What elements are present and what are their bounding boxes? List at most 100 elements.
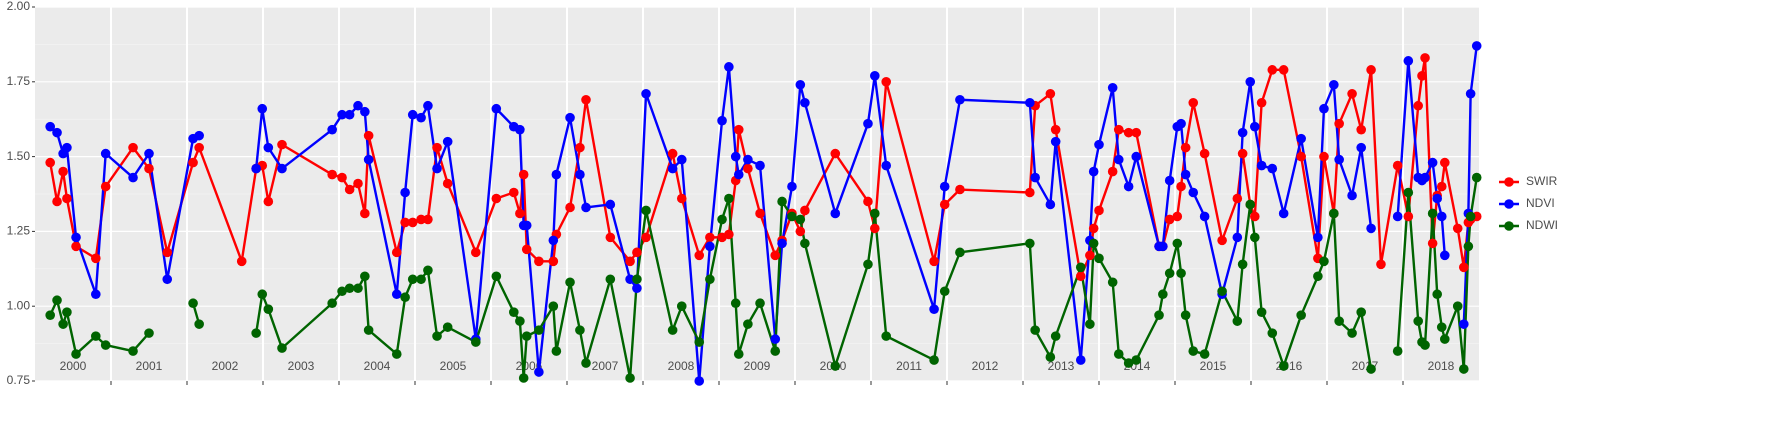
- data-point: [1427, 157, 1438, 168]
- data-point: [407, 274, 418, 285]
- data-point: [755, 208, 765, 219]
- data-point: [45, 157, 55, 168]
- data-point: [676, 154, 687, 165]
- data-point: [360, 271, 370, 282]
- data-point: [128, 142, 138, 153]
- data-point: [724, 229, 734, 240]
- data-point: [548, 301, 559, 312]
- y-tick-label: 1.25: [7, 224, 31, 238]
- data-point: [263, 196, 274, 207]
- data-point: [733, 169, 744, 180]
- data-point: [1107, 82, 1118, 93]
- data-point: [391, 247, 402, 258]
- data-point: [705, 274, 715, 285]
- data-point: [770, 250, 781, 261]
- data-point: [717, 115, 727, 126]
- data-point: [491, 193, 502, 204]
- y-tick-label: 0.75: [7, 373, 31, 387]
- data-point: [830, 148, 841, 159]
- data-point: [128, 346, 138, 356]
- y-tick-label: 1.50: [7, 149, 31, 163]
- data-point: [471, 247, 481, 258]
- data-point: [491, 103, 502, 114]
- data-point: [929, 256, 939, 267]
- data-point: [62, 307, 72, 317]
- data-point: [400, 217, 410, 228]
- data-point: [605, 274, 616, 285]
- data-point: [400, 292, 410, 303]
- data-point: [1131, 151, 1142, 162]
- data-point: [1296, 133, 1306, 144]
- data-point: [1296, 151, 1306, 162]
- data-point: [795, 79, 806, 90]
- data-point: [705, 241, 715, 252]
- data-point: [1075, 355, 1086, 365]
- data-point: [1334, 154, 1344, 165]
- data-point: [1045, 88, 1056, 99]
- data-point: [694, 337, 705, 347]
- data-point: [551, 346, 562, 356]
- data-point: [551, 169, 562, 180]
- data-point: [1180, 310, 1191, 320]
- data-point: [1436, 322, 1447, 332]
- data-point: [521, 220, 532, 231]
- data-point: [1050, 331, 1061, 341]
- data-point: [363, 130, 374, 141]
- data-point: [515, 208, 525, 219]
- data-point: [870, 208, 880, 219]
- data-point: [251, 328, 261, 338]
- data-point: [1267, 163, 1278, 174]
- data-point: [1094, 205, 1104, 216]
- data-point: [391, 289, 402, 300]
- data-point: [830, 361, 841, 371]
- data-point: [676, 193, 687, 204]
- data-point: [632, 283, 642, 294]
- x-tick-label: 2005: [440, 359, 467, 373]
- data-point: [667, 325, 678, 335]
- data-point: [1319, 256, 1329, 267]
- data-point: [100, 148, 111, 159]
- data-point: [416, 112, 426, 123]
- data-point: [1123, 181, 1134, 192]
- data-point: [1245, 199, 1256, 210]
- data-point: [1459, 262, 1469, 273]
- data-point: [1347, 190, 1357, 201]
- data-point: [641, 232, 651, 243]
- data-point: [575, 142, 585, 153]
- data-point: [800, 205, 810, 216]
- data-point: [605, 232, 616, 243]
- data-point: [565, 277, 575, 288]
- data-point: [45, 121, 55, 132]
- data-point: [1217, 235, 1227, 246]
- data-point: [1392, 211, 1403, 222]
- data-point: [194, 319, 204, 329]
- data-point: [730, 151, 741, 162]
- data-point: [521, 331, 532, 341]
- data-point: [491, 271, 502, 282]
- data-point: [1296, 310, 1306, 320]
- data-point: [162, 247, 173, 258]
- data-point: [929, 355, 939, 365]
- data-point: [509, 187, 519, 198]
- data-point: [277, 343, 287, 353]
- data-point: [1267, 328, 1278, 338]
- data-point: [632, 247, 642, 258]
- data-point: [863, 196, 873, 207]
- data-point: [515, 124, 525, 135]
- data-point: [257, 289, 268, 300]
- data-point: [1356, 124, 1366, 135]
- data-point: [694, 376, 705, 386]
- data-point: [730, 298, 741, 309]
- data-point: [1176, 118, 1186, 129]
- data-point: [1232, 232, 1243, 243]
- data-point: [1176, 181, 1186, 192]
- data-point: [257, 103, 268, 114]
- data-point: [724, 62, 734, 72]
- data-point: [1154, 310, 1164, 320]
- data-point: [881, 160, 891, 171]
- data-point: [534, 367, 544, 377]
- data-point: [863, 118, 873, 129]
- data-point: [1217, 286, 1227, 297]
- data-point: [1075, 271, 1086, 282]
- data-point: [770, 346, 781, 356]
